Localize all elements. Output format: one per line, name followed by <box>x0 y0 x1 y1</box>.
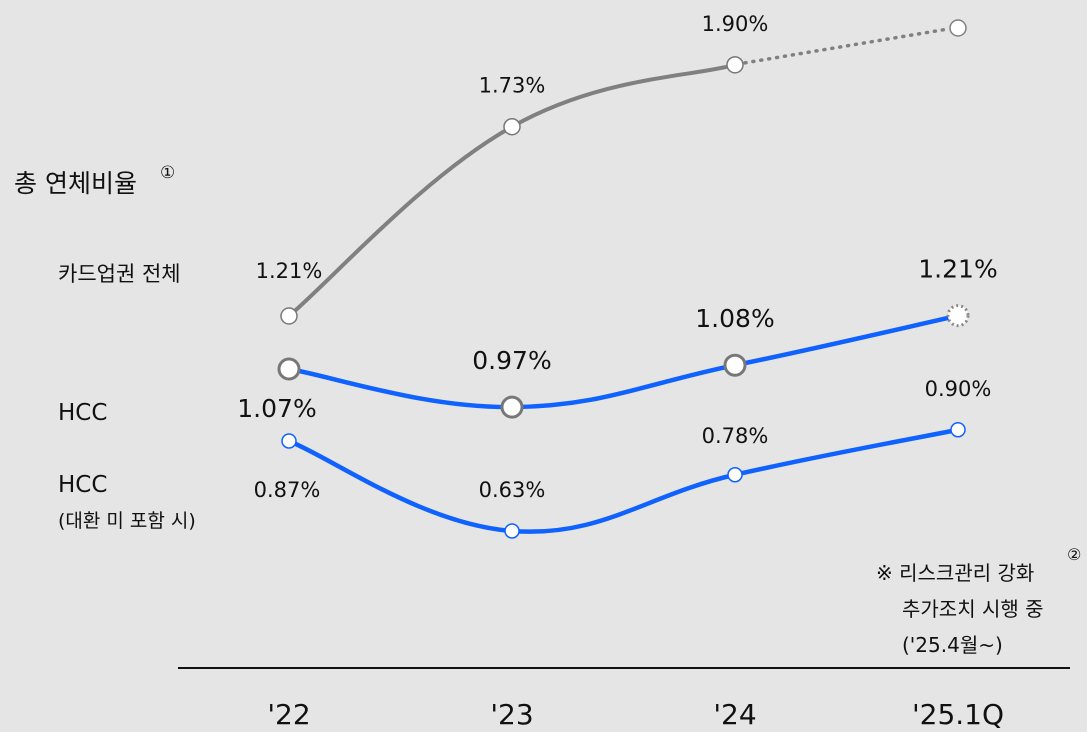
x-axis-ticks: '22 '23 '24 '25.1Q <box>267 698 1004 731</box>
data-label: 1.07% <box>237 394 316 423</box>
x-tick-label: '25.1Q <box>912 698 1004 731</box>
series-line <box>286 427 961 534</box>
data-point <box>281 433 297 449</box>
footnote-line-1: ※ 리스크관리 강화 <box>876 561 1034 585</box>
data-label: 0.78% <box>702 424 769 448</box>
chart-title: 총 연체비율 <box>14 169 137 198</box>
data-label: 0.87% <box>254 478 321 502</box>
data-label: 0.97% <box>472 346 551 375</box>
footnote-line-2: 추가조치 시행 중 <box>902 597 1044 621</box>
series-legend: 카드업권 전체 HCC HCC (대환 미 포함 시) <box>58 262 196 532</box>
legend-industry: 카드업권 전체 <box>58 262 181 286</box>
data-point <box>723 353 747 377</box>
footnote: ※ 리스크관리 강화 ② 추가조치 시행 중 ('25.4월~) <box>876 545 1081 657</box>
x-tick-label: '23 <box>490 698 533 731</box>
data-point <box>727 467 743 483</box>
series-line <box>287 62 737 318</box>
legend-hcc-excl-line2: (대환 미 포함 시) <box>58 510 196 532</box>
data-label: 1.21% <box>918 255 997 284</box>
footnote-line-3: ('25.4월~) <box>902 633 1003 657</box>
data-point <box>504 523 520 539</box>
legend-hcc-excl-line1: HCC <box>58 472 107 498</box>
series-line <box>286 313 961 410</box>
data-point <box>950 422 966 438</box>
data-point <box>726 56 744 74</box>
data-label: 0.90% <box>925 377 992 401</box>
title-footnote-marker: ① <box>160 163 175 183</box>
data-point <box>277 357 301 381</box>
series-lines <box>286 27 961 534</box>
data-labels: 1.21% 1.73% 1.90% 1.07% 0.97% 1.08% 1.21% 0.87%… <box>237 12 997 502</box>
x-tick-label: '22 <box>267 698 310 731</box>
data-point <box>500 395 524 419</box>
data-label: 1.90% <box>702 12 769 36</box>
data-point <box>949 19 967 37</box>
legend-hcc: HCC <box>58 400 107 426</box>
data-label: 1.21% <box>256 259 323 283</box>
series-line-projection <box>743 27 950 65</box>
data-label: 0.63% <box>479 478 546 502</box>
data-label: 1.73% <box>479 74 546 98</box>
data-label: 1.08% <box>695 304 774 333</box>
chart-title-group: 총 연체비율 ① <box>14 163 175 198</box>
data-point <box>946 304 970 328</box>
data-point <box>280 307 298 325</box>
data-point <box>503 117 521 136</box>
footnote-marker: ② <box>1067 545 1081 564</box>
series-points <box>277 19 970 539</box>
x-tick-label: '24 <box>713 698 756 731</box>
